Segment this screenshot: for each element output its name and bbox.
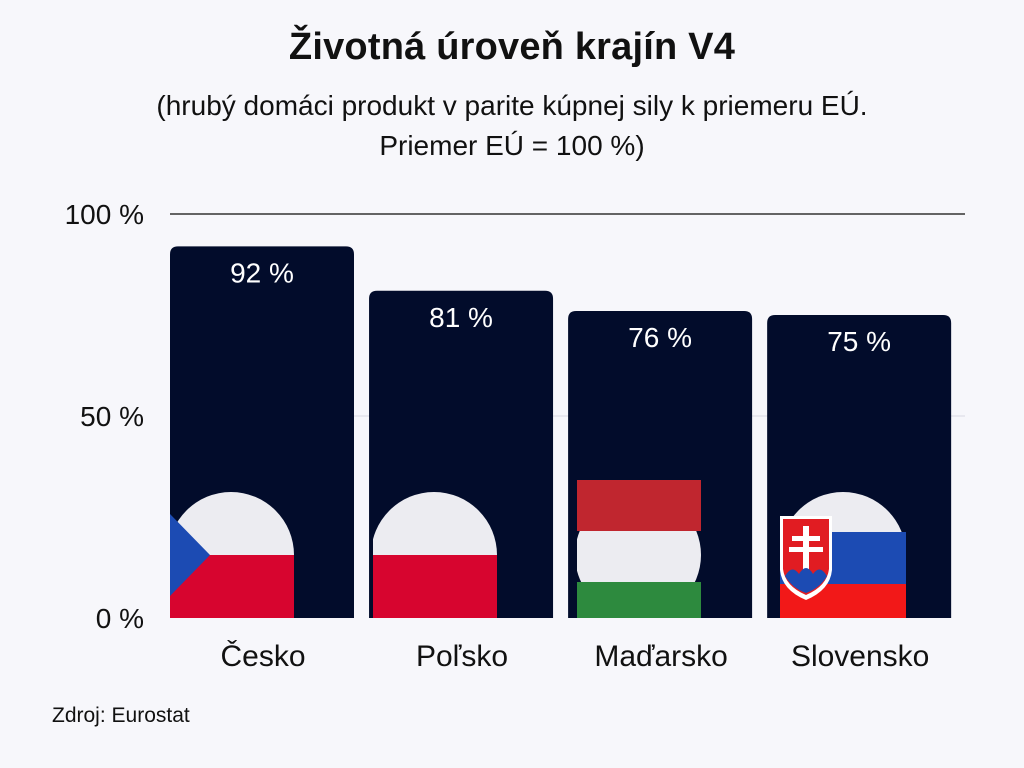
x-axis-categories: Česko Poľsko Maďarsko Slovensko: [220, 639, 929, 673]
subtitle-line-2: Priemer EÚ = 100 %): [379, 130, 645, 161]
hungarian-flag-icon: [577, 480, 701, 618]
czech-flag-icon: [170, 492, 294, 618]
data-label-0: 92 %: [230, 257, 294, 288]
category-label-3: Slovensko: [791, 640, 929, 673]
data-label-3: 75 %: [827, 326, 891, 357]
slovak-flag-icon: [780, 492, 906, 618]
polish-flag-icon: [373, 492, 497, 618]
data-label-2: 76 %: [628, 322, 692, 353]
y-tick-label: 100 %: [65, 199, 144, 230]
subtitle-line-1: (hrubý domáci produkt v parite kúpnej si…: [156, 90, 868, 121]
category-label-0: Česko: [220, 639, 305, 673]
y-tick-label: 0 %: [96, 603, 144, 634]
data-labels: 92 % 81 % 76 % 75 %: [230, 257, 891, 357]
chart-title: Životná úroveň krajín V4: [288, 26, 736, 68]
y-axis-ticks: 0 % 50 % 100 %: [65, 199, 144, 634]
source-note: Zdroj: Eurostat: [52, 704, 190, 727]
data-label-1: 81 %: [429, 302, 493, 333]
chart-subtitle: (hrubý domáci produkt v parite kúpnej si…: [0, 86, 1024, 166]
category-label-2: Maďarsko: [594, 640, 727, 673]
category-label-1: Poľsko: [416, 640, 508, 673]
y-tick-label: 50 %: [80, 401, 144, 432]
